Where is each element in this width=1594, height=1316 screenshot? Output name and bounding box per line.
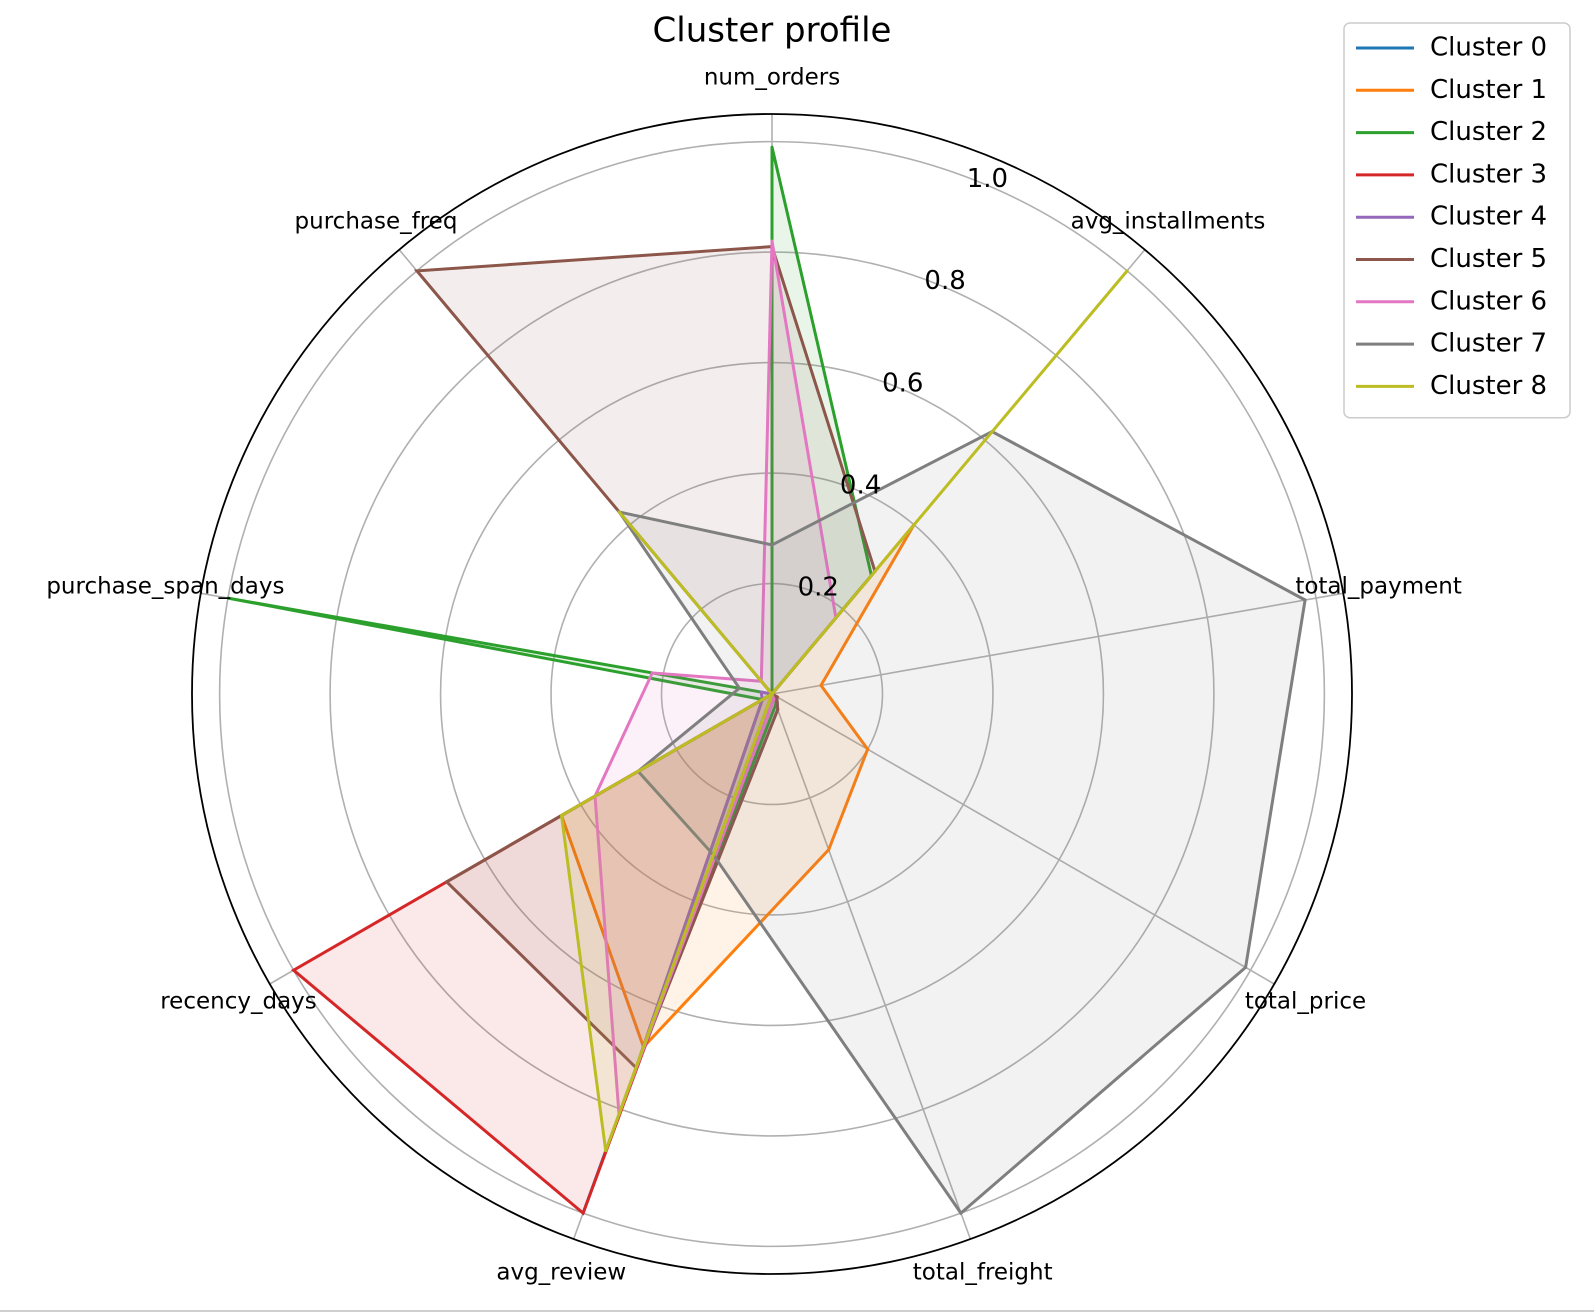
series-cluster-8-line — [559, 269, 1129, 1152]
axis-label-avg_installments: avg_installments — [1071, 209, 1266, 235]
chart-title: Cluster profile — [653, 11, 892, 51]
series-cluster-7-point — [1303, 598, 1307, 602]
series-cluster-2-point — [770, 145, 774, 149]
series-cluster-3-point — [581, 1211, 585, 1215]
legend-label-4: Cluster 4 — [1430, 202, 1547, 232]
series-cluster-7-point — [959, 1211, 963, 1215]
radial-tick-label: 0.2 — [798, 572, 839, 602]
legend-label-7: Cluster 7 — [1430, 329, 1547, 359]
series-cluster-1-point — [819, 683, 823, 687]
series-cluster-6-point — [650, 671, 654, 675]
radial-tick-label: 1.0 — [967, 164, 1008, 194]
series-cluster-7-point — [770, 543, 774, 547]
series-cluster-7-point — [1244, 965, 1248, 969]
legend-label-8: Cluster 8 — [1430, 371, 1547, 401]
legend-label-2: Cluster 2 — [1430, 117, 1547, 147]
axis-label-avg_review: avg_review — [496, 1259, 626, 1285]
legend-label-5: Cluster 5 — [1430, 244, 1547, 274]
axis-label-num_orders: num_orders — [704, 65, 840, 91]
series-cluster-6-point — [772, 697, 776, 701]
series-cluster-5-point — [775, 695, 779, 699]
series-cluster-8-point — [770, 692, 774, 696]
spoke-total_payment — [771, 592, 1344, 695]
series-cluster-8-point — [617, 510, 621, 514]
series-cluster-6-fill — [595, 241, 836, 1115]
legend-box — [1343, 22, 1571, 419]
series-cluster-8-point — [560, 814, 563, 817]
series-cluster-3-point — [292, 968, 296, 972]
series-cluster-5-point — [776, 708, 780, 712]
radial-tick-label: 0.8 — [924, 266, 965, 296]
legend-label-3: Cluster 3 — [1430, 159, 1547, 189]
series-cluster-3-fill — [293, 694, 777, 1214]
polar-frame — [191, 113, 1353, 1275]
axis-label-total_freight: total_freight — [913, 1259, 1053, 1285]
axis-label-total_price: total_price — [1245, 989, 1366, 1015]
legend-label-0: Cluster 0 — [1430, 33, 1547, 63]
series-cluster-7-fill — [619, 431, 1306, 1214]
axis-label-purchase_span_days: purchase_span_days — [46, 574, 284, 600]
series-cluster-6-point — [770, 239, 774, 243]
legend-label-6: Cluster 6 — [1430, 286, 1547, 316]
series-cluster-2-point — [226, 596, 230, 600]
series-cluster-7-point — [737, 686, 741, 690]
axis-label-recency_days: recency_days — [160, 989, 317, 1015]
radial-tick-label: 0.6 — [882, 368, 923, 398]
series-cluster-5-point — [445, 880, 449, 884]
series-cluster-5-point — [415, 269, 419, 273]
series-cluster-7-line — [615, 429, 1307, 1216]
axis-label-purchase_freq: purchase_freq — [295, 209, 458, 235]
series-cluster-1-point — [866, 747, 870, 751]
series-cluster-8-fill — [561, 270, 1128, 1151]
legend-label-1: Cluster 1 — [1430, 75, 1547, 105]
spoke-total_freight — [771, 693, 972, 1240]
series-cluster-5-fill — [416, 246, 875, 1068]
radial-tick-label: 0.4 — [840, 470, 881, 500]
series-cluster-8-point — [1125, 269, 1129, 273]
axis-label-total_payment: total_payment — [1295, 574, 1462, 600]
series-cluster-1-point — [827, 848, 831, 852]
series-cluster-4-point — [759, 690, 763, 694]
bottom-border — [0, 1310, 1594, 1312]
series-cluster-8-point — [604, 1149, 608, 1153]
spoke-total_price — [771, 693, 1275, 985]
